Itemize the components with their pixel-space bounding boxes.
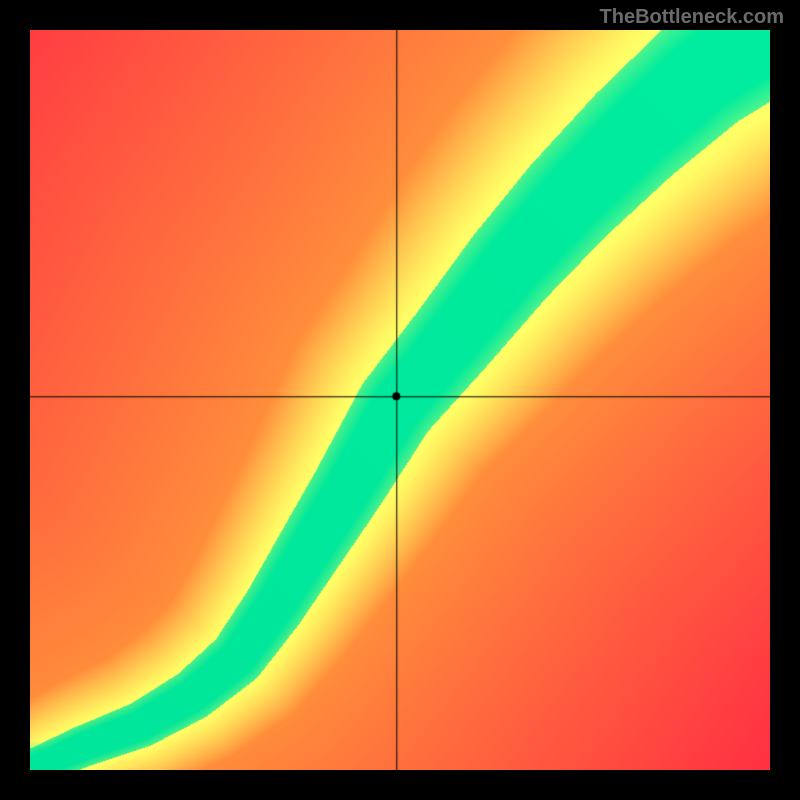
container: TheBottleneck.com: [0, 0, 800, 800]
watermark: TheBottleneck.com: [600, 6, 784, 29]
plot-area: [30, 30, 770, 770]
heatmap-canvas: [30, 30, 770, 770]
